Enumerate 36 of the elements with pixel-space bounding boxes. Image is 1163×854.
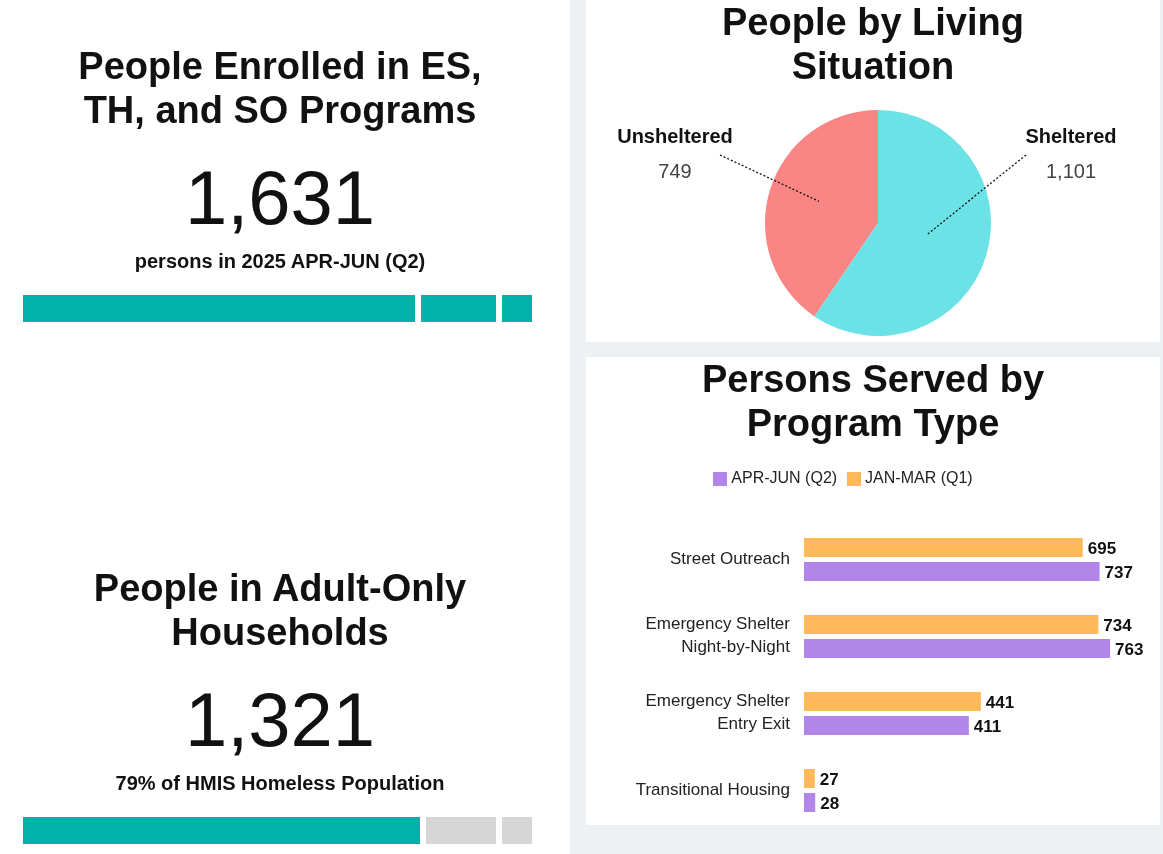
legend-label: APR-JUN (Q2) [731, 469, 838, 486]
y-tick-label: Emergency Shelter Night-by-Night [645, 614, 791, 657]
data-label: 411 [973, 716, 1002, 736]
data-label: 734 [1103, 615, 1133, 635]
text: People Enrolled in ES, TH, and SO Programs [77, 44, 483, 132]
data-label: 28 [820, 793, 840, 813]
text: 79% of HMIS Homeless Population [115, 772, 445, 795]
bar [804, 538, 1083, 557]
bar [804, 769, 815, 788]
pie-slice [765, 110, 878, 317]
bar [804, 615, 1099, 634]
data-label: 1,101 [1045, 160, 1097, 182]
text: People in Adult-Only Households [92, 566, 468, 654]
bar [804, 692, 981, 711]
chart-title: Persons Served by Program Type [700, 357, 1046, 445]
slice-label: Unsheltered [617, 125, 733, 147]
data-label: 27 [819, 769, 839, 789]
y-tick-label: Street Outreach [669, 548, 790, 568]
text: 1,631 [184, 155, 376, 240]
bar [804, 716, 969, 735]
y-tick-label: Emergency Shelter Entry Exit [645, 691, 791, 734]
data-label: 763 [1115, 639, 1144, 659]
y-tick-label: Transitional Housing [635, 779, 790, 799]
data-label: 441 [985, 692, 1015, 712]
data-label: 749 [658, 160, 692, 182]
data-label: 737 [1104, 562, 1133, 582]
pie-slice [814, 110, 991, 336]
bar [804, 562, 1100, 581]
data-label: 695 [1087, 538, 1117, 558]
legend-label: JAN-MAR (Q1) [865, 469, 973, 486]
text: persons in 2025 APR-JUN (Q2) [134, 250, 426, 273]
bar [804, 639, 1110, 658]
text: 1,321 [184, 677, 376, 762]
slice-label: Sheltered [1025, 125, 1117, 147]
chart-title: People by Living Situation [721, 0, 1025, 88]
bar [804, 793, 816, 812]
